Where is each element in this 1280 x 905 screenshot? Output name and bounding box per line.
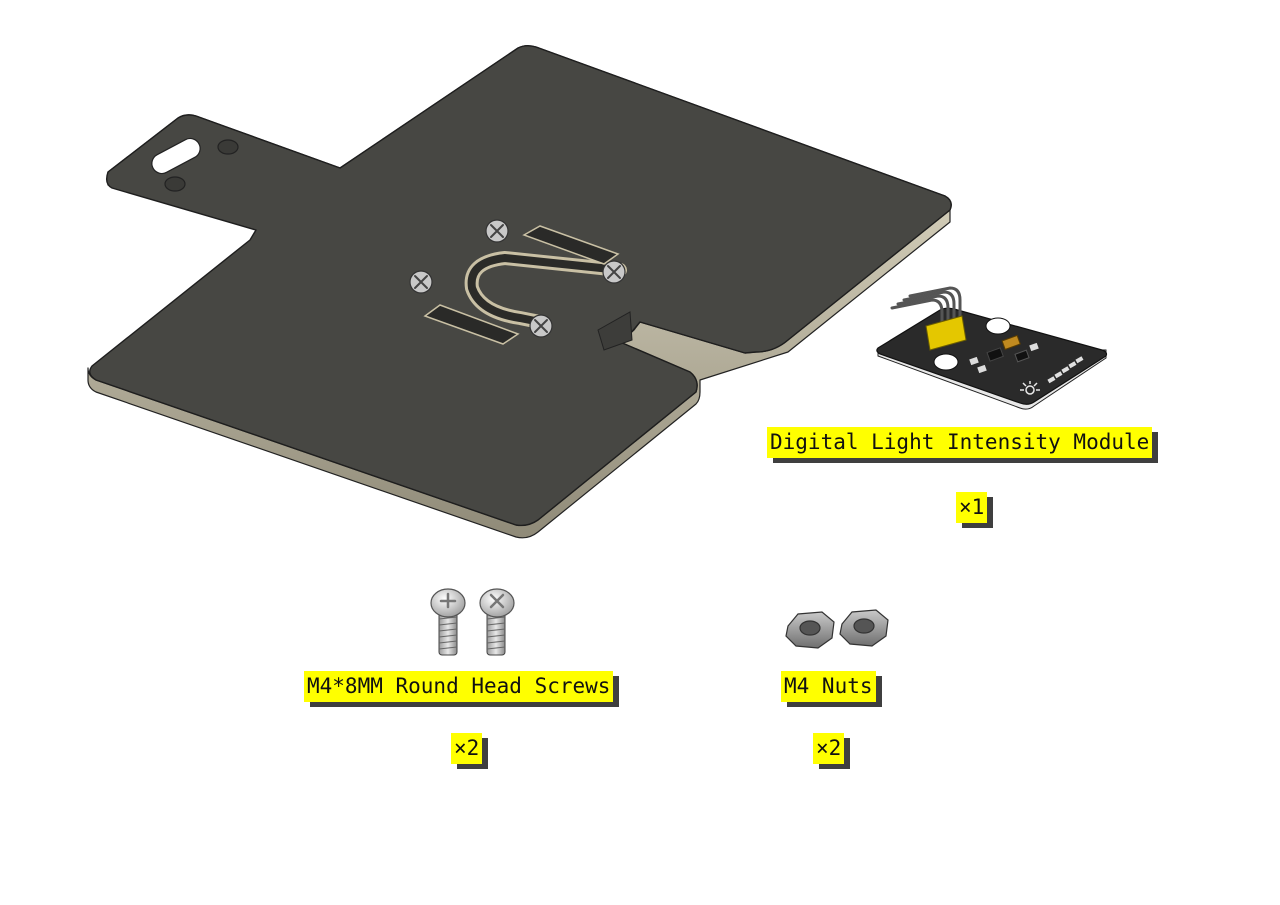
screws-label: M4*8MM Round Head Screws [304, 671, 614, 702]
screws-image [430, 588, 515, 656]
screws-qty: ×2 [451, 733, 483, 764]
light-module-image [876, 286, 1108, 410]
acrylic-plate-image [87, 45, 952, 539]
nuts-image [785, 609, 889, 649]
nuts-qty: ×2 [813, 733, 845, 764]
nuts-label: M4 Nuts [781, 671, 876, 702]
light-module-label: Digital Light Intensity Module [767, 427, 1153, 458]
light-module-qty: ×1 [956, 492, 988, 523]
